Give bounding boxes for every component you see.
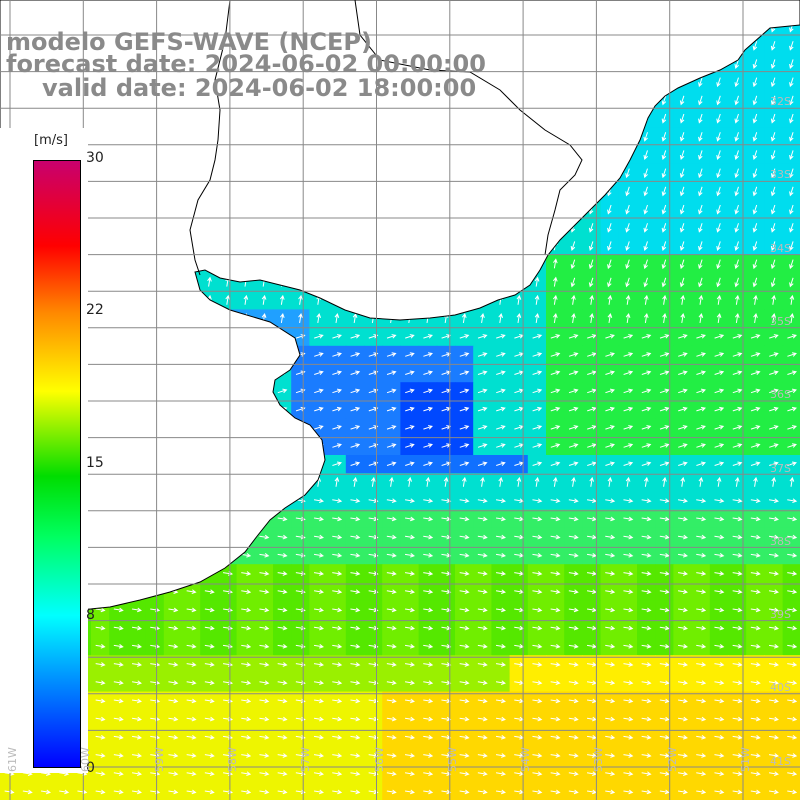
latitude-label: 34S <box>770 241 791 255</box>
longitude-label: 59W <box>152 747 166 772</box>
longitude-label: 61W <box>6 747 19 772</box>
latitude-label: 41S <box>770 754 791 768</box>
latitude-label: 40S <box>770 681 791 695</box>
longitude-label: 53W <box>592 747 606 772</box>
longitude-label: 54W <box>519 747 533 772</box>
latitude-label: 33S <box>770 168 791 182</box>
longitude-label: 55W <box>445 747 459 772</box>
colorbar <box>33 160 81 768</box>
latitude-label: 39S <box>770 608 791 622</box>
valid-date: valid date: 2024-06-02 18:00:00 <box>42 74 477 102</box>
colorbar-unit: [m/s] <box>34 133 68 148</box>
latitude-label: 38S <box>770 534 791 548</box>
latitude-label: 35S <box>770 314 791 328</box>
longitude-label: 58W <box>225 747 239 772</box>
colorbar-tick-15: 15 <box>86 455 104 471</box>
latitude-label: 32S <box>770 95 791 108</box>
colorbar-tick-8: 8 <box>86 607 95 623</box>
latitude-label: 37S <box>770 461 791 475</box>
forecast-date: forecast date: 2024-06-02 00:00:00 <box>6 50 486 78</box>
longitude-label: 52W <box>665 747 679 772</box>
colorbar-tick-22: 22 <box>86 302 104 318</box>
longitude-label: 60W <box>79 747 93 772</box>
longitude-label: 56W <box>372 747 386 772</box>
colorbar-tick-30: 30 <box>86 150 104 166</box>
latitude-label: 36S <box>770 388 791 402</box>
longitude-label: 57W <box>299 747 313 772</box>
longitude-label: 51W <box>739 747 752 772</box>
